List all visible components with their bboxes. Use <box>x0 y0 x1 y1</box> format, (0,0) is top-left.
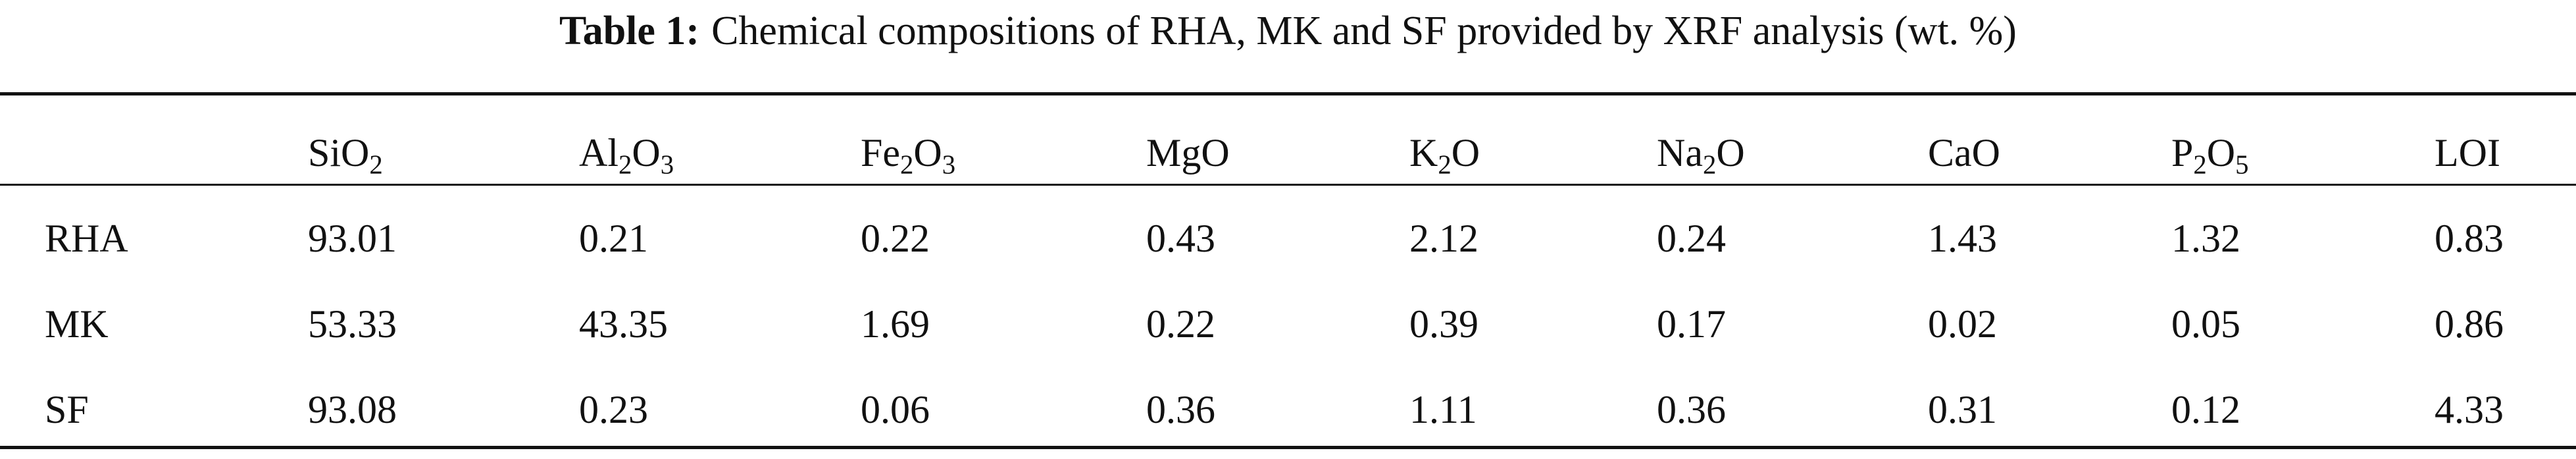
table-cell: 0.21 <box>579 217 648 260</box>
row-label: MK <box>45 302 109 346</box>
table-cell: 2.12 <box>1409 217 1478 260</box>
table-cell: 4.33 <box>2435 388 2504 431</box>
table-cell: 0.39 <box>1409 302 1478 346</box>
row-label: SF <box>45 388 89 431</box>
subscript: 2 <box>1438 149 1452 180</box>
header-rule <box>0 184 2576 186</box>
table-cell: 1.32 <box>2171 217 2240 260</box>
table-caption: Table 1: Chemical compositions of RHA, MK… <box>0 11 2576 51</box>
table-cell: 0.06 <box>861 388 930 431</box>
header-text: Al <box>579 131 619 175</box>
table-cell: 0.12 <box>2171 388 2240 431</box>
caption-text: Chemical compositions of RHA, MK and SF … <box>711 9 2017 53</box>
table-cell: 0.43 <box>1146 217 1215 260</box>
header-text: Na <box>1657 131 1703 175</box>
table-cell: 53.33 <box>308 302 397 346</box>
table-cell: 0.02 <box>1928 302 1997 346</box>
table-cell: 0.36 <box>1657 388 1726 431</box>
table-cell: 0.31 <box>1928 388 1997 431</box>
row-label: RHA <box>45 217 128 260</box>
subscript: 2 <box>2193 149 2207 180</box>
column-header: Fe2O3 <box>861 131 955 178</box>
subscript: 2 <box>900 149 914 180</box>
header-text: SiO <box>308 131 370 175</box>
header-text: O <box>913 131 942 175</box>
subscript: 2 <box>619 149 632 180</box>
table-cell: 0.22 <box>1146 302 1215 346</box>
table-cell: 0.86 <box>2435 302 2504 346</box>
bottom-rule <box>0 446 2576 449</box>
table-cell: 0.24 <box>1657 217 1726 260</box>
header-text: O <box>632 131 661 175</box>
table-cell: 93.01 <box>308 217 397 260</box>
top-rule <box>0 92 2576 95</box>
header-text: O <box>1451 131 1480 175</box>
column-header: Al2O3 <box>579 131 674 178</box>
header-text: CaO <box>1928 131 2000 175</box>
column-header: P2O5 <box>2171 131 2249 178</box>
table-cell: 43.35 <box>579 302 668 346</box>
table-cell: 0.23 <box>579 388 648 431</box>
column-header: Na2O <box>1657 131 1745 178</box>
subscript: 3 <box>660 149 674 180</box>
header-text: MgO <box>1146 131 1230 175</box>
column-header: SiO2 <box>308 131 383 178</box>
column-header: K2O <box>1409 131 1480 178</box>
header-text: O <box>2206 131 2236 175</box>
table-cell: 0.22 <box>861 217 930 260</box>
table-cell: 0.36 <box>1146 388 1215 431</box>
table-cell: 1.11 <box>1409 388 1477 431</box>
header-text: K <box>1409 131 1438 175</box>
table-cell: 0.83 <box>2435 217 2504 260</box>
table-cell: 0.05 <box>2171 302 2240 346</box>
subscript: 2 <box>1702 149 1717 180</box>
table-cell: 1.69 <box>861 302 930 346</box>
subscript: 5 <box>2235 149 2249 180</box>
table-cell: 0.17 <box>1657 302 1726 346</box>
header-text: P <box>2171 131 2194 175</box>
table-cell: 93.08 <box>308 388 397 431</box>
subscript: 3 <box>942 149 956 180</box>
header-text: LOI <box>2435 131 2500 175</box>
header-text: O <box>1716 131 1745 175</box>
column-header: MgO <box>1146 133 1230 173</box>
subscript: 2 <box>369 149 383 180</box>
header-text: Fe <box>861 131 900 175</box>
column-header: CaO <box>1928 133 2000 173</box>
caption-label: Table 1: <box>559 9 700 53</box>
column-header: LOI <box>2435 133 2500 173</box>
table-cell: 1.43 <box>1928 217 1997 260</box>
